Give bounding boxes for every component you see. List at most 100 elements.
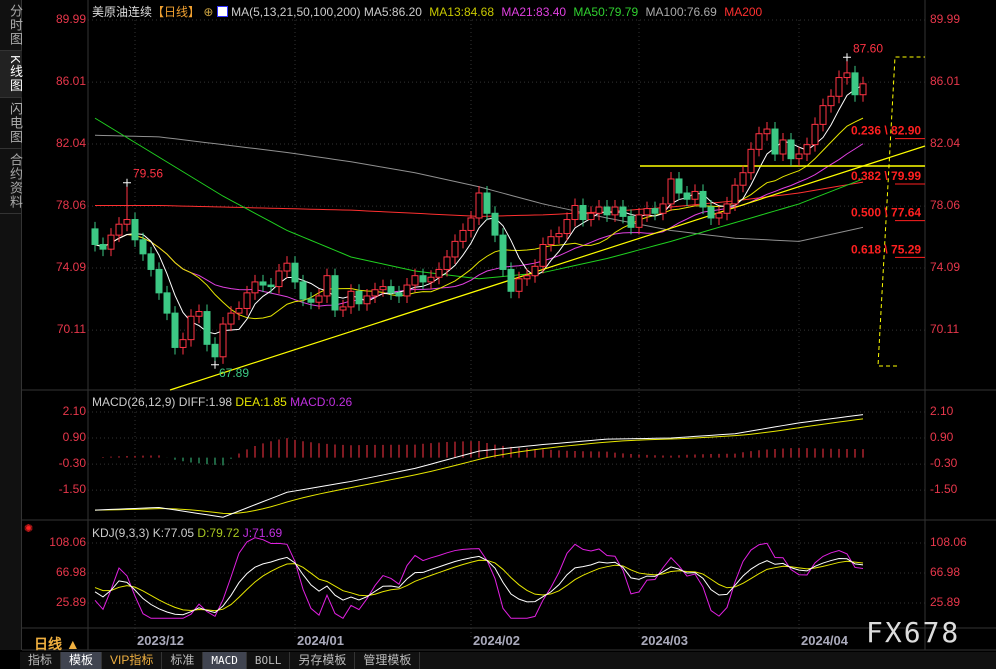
kdj-d-line <box>94 559 864 612</box>
candlestick <box>715 206 723 225</box>
candlestick <box>667 171 675 211</box>
candlestick <box>467 210 475 238</box>
candlestick <box>555 226 563 244</box>
macd-tick-right: -0.30 <box>930 456 958 471</box>
candle-body <box>259 281 267 286</box>
bottom-tab[interactable]: VIP指标 <box>102 652 163 669</box>
candle-body <box>611 206 619 216</box>
settings-gear-icon[interactable]: ✺ <box>24 523 34 535</box>
candle-body <box>211 343 219 358</box>
macd-tick-left: 2.10 <box>62 404 86 418</box>
candlestick <box>459 223 467 249</box>
candle-body <box>851 72 859 96</box>
candlestick <box>651 201 659 221</box>
sidebar-tab-flash[interactable]: 闪电图 <box>0 98 23 149</box>
candlestick <box>811 117 819 152</box>
candlestick <box>283 256 291 279</box>
sidebar-tab-contract-info[interactable]: 合约资料 <box>0 149 23 214</box>
candlestick <box>499 228 507 277</box>
candle-body <box>315 295 323 303</box>
candlestick <box>211 337 219 365</box>
diff-line <box>94 414 864 518</box>
indicator-chart-icon[interactable] <box>216 6 228 17</box>
bottom-tab[interactable]: 管理模板 <box>355 652 421 669</box>
candlestick <box>491 206 499 243</box>
candle-body <box>99 243 107 250</box>
fib-level-label: 0.236 \ 82.90 <box>851 124 921 138</box>
symbol-name: 美原油连续 <box>92 5 153 19</box>
candle-body <box>739 172 747 186</box>
extreme-price-label: 79.56 <box>133 167 163 181</box>
candlestick <box>571 198 579 227</box>
candlestick <box>603 200 611 222</box>
candle-body <box>571 204 579 221</box>
crosshair-icon[interactable]: ⊕ <box>203 5 214 19</box>
bottom-tab[interactable]: 模板 <box>61 652 103 669</box>
kdj-j-line <box>94 537 864 619</box>
macd-dea: DEA:1.85 <box>235 395 287 409</box>
macd-tick-left: -0.30 <box>58 456 86 471</box>
candlestick <box>163 285 171 321</box>
date-tick: 2024/01 <box>297 633 344 648</box>
candlestick <box>419 268 427 289</box>
candle-body <box>299 281 307 300</box>
candle-body <box>379 286 387 291</box>
sidebar-tab-kline[interactable]: K线图 <box>0 51 23 98</box>
sidebar-tab-timeshare[interactable]: 分时图 <box>0 0 23 51</box>
bottom-tab[interactable]: 另存模板 <box>290 652 356 669</box>
candle-body <box>371 289 379 297</box>
candle-body <box>107 234 115 250</box>
macd-tick-right: -1.50 <box>930 482 958 497</box>
candlestick <box>707 200 715 225</box>
candlestick <box>235 301 243 321</box>
bottom-tab[interactable]: MACD <box>203 652 247 669</box>
candle-body <box>595 206 603 214</box>
candlestick <box>427 270 435 289</box>
candle-body <box>451 240 459 258</box>
date-tick: 2023/12 <box>137 633 184 648</box>
candle-body <box>811 123 819 146</box>
macd-value: MACD:0.26 <box>290 395 353 409</box>
candlestick <box>611 200 619 222</box>
price-tick-left: 74.09 <box>55 260 86 275</box>
candle-body <box>411 275 419 286</box>
ma13-value: MA13:84.68 <box>429 5 494 19</box>
candle-body <box>347 290 355 308</box>
ma50-value: MA50:79.79 <box>573 5 639 19</box>
chart-header: 美原油连续【日线】 ⊕ MA(5,13,21,50,100,200) MA5:8… <box>92 3 762 20</box>
candle-body <box>291 262 299 283</box>
bottom-tab[interactable]: 标准 <box>162 652 204 669</box>
candle-body <box>635 214 643 228</box>
candle-body <box>803 144 811 155</box>
candlestick <box>859 76 867 102</box>
period-selector[interactable]: 日线 ▲ <box>34 636 80 652</box>
candlestick <box>595 200 603 221</box>
candle-body <box>843 72 851 79</box>
bottom-tab[interactable]: BOLL <box>247 652 291 669</box>
candlestick <box>827 89 835 113</box>
candlestick <box>851 65 859 102</box>
macd-tick-left: 0.90 <box>62 430 86 445</box>
candle-body <box>243 292 251 309</box>
ma-params[interactable]: MA(5,13,21,50,100,200) <box>231 5 361 19</box>
period: 【日线】 <box>152 5 201 19</box>
kdj-j: J:71.69 <box>242 526 283 540</box>
extreme-marker <box>211 360 219 369</box>
candlestick <box>227 306 235 332</box>
candle-body <box>155 268 163 294</box>
macd-tick-right: 0.90 <box>930 430 954 445</box>
candlestick <box>843 57 851 85</box>
candle-body <box>275 270 283 288</box>
bottom-tab[interactable]: 指标 <box>20 652 62 669</box>
candlestick <box>131 212 139 247</box>
candlestick <box>179 332 187 355</box>
candle-body <box>203 311 211 345</box>
candle-body <box>219 323 227 358</box>
candle-body <box>467 217 475 231</box>
candlestick <box>723 196 731 221</box>
candlestick <box>731 178 739 211</box>
candle-body <box>627 215 635 228</box>
candle-body <box>523 275 531 280</box>
candle-body <box>707 206 715 219</box>
